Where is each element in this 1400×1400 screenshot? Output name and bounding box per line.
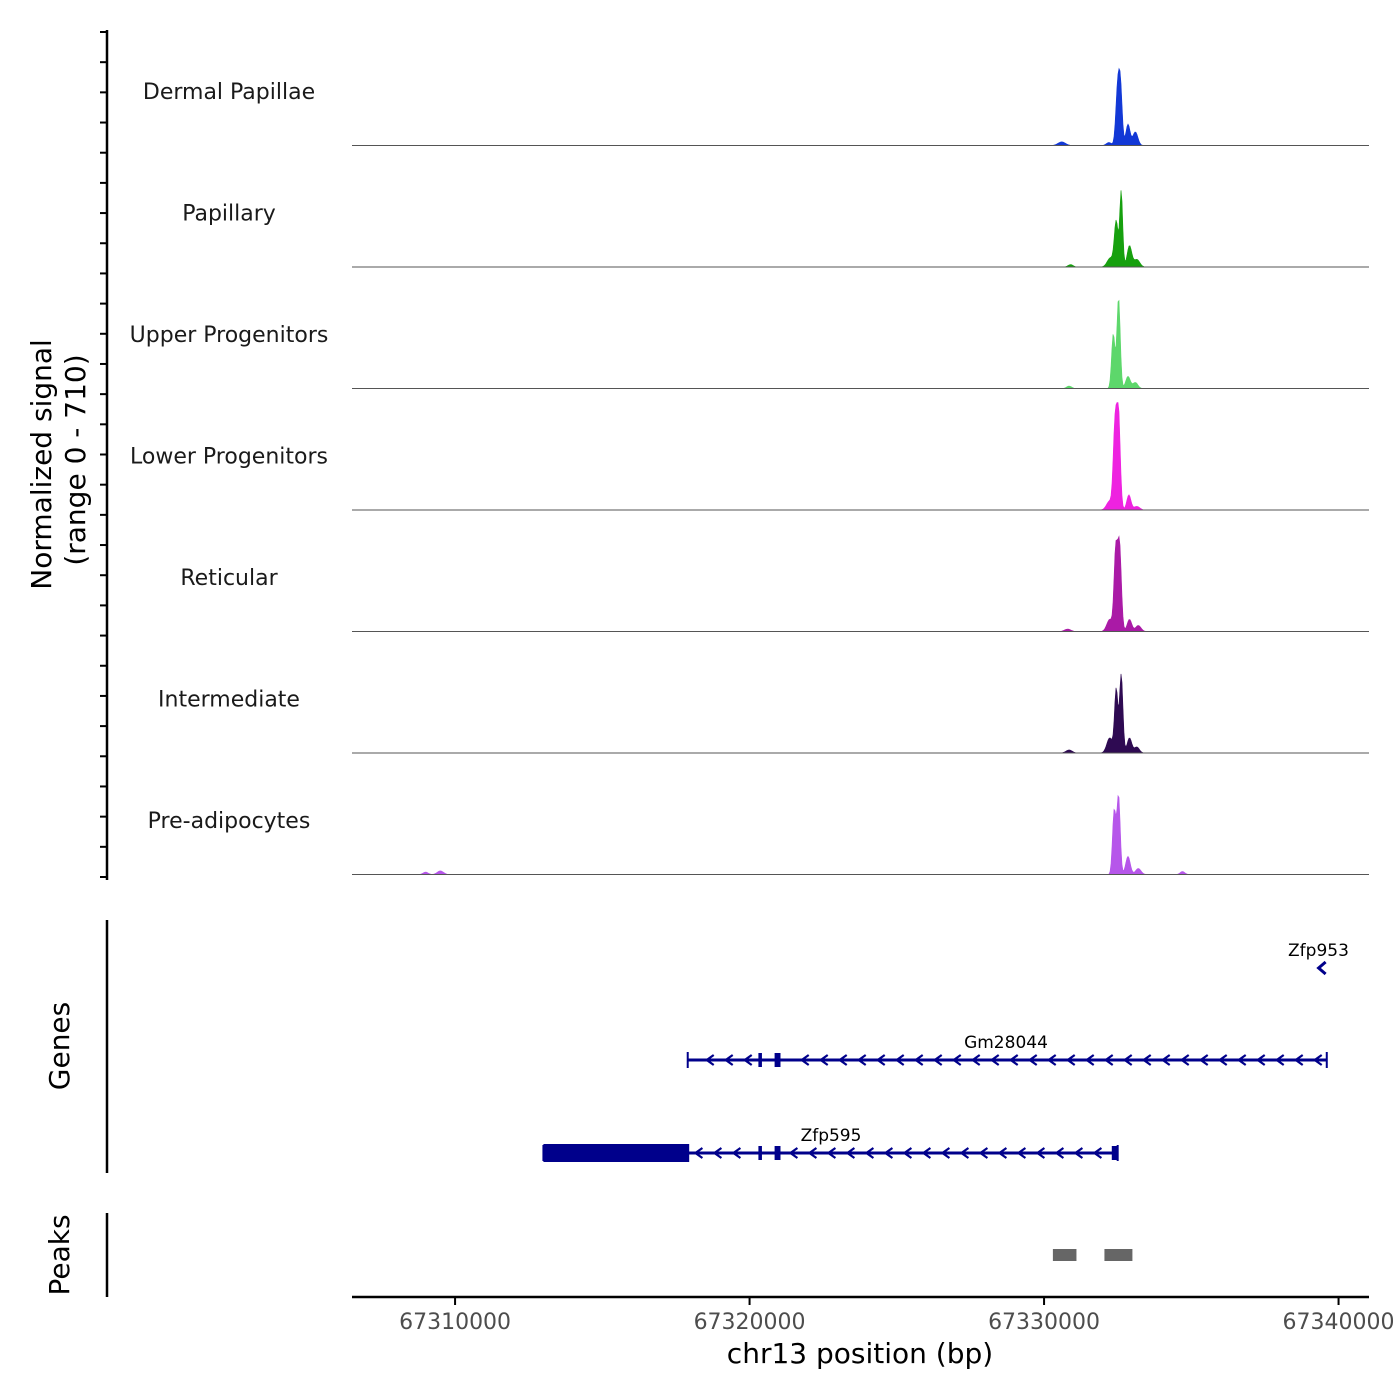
strand-chevron [1054,1147,1065,1159]
strand-chevron [704,1054,715,1066]
strand-chevron [989,1054,1000,1066]
strand-chevron [883,1147,894,1159]
strand-chevron [970,1054,981,1066]
y-axis-title-line-2: (range 0 - 710) [59,354,92,565]
strand-chevron [845,1147,856,1159]
strand-chevron [1084,1054,1095,1066]
strand-chevron [1141,1054,1152,1066]
gene-track: Zfp953 Gm28044 Zfp595 [542,941,1349,1162]
strand-chevron [1103,1054,1114,1066]
strand-chevron [837,1054,848,1066]
strand-chevron [1092,1147,1103,1159]
x-tick-label-1: 67320000 [694,1310,806,1335]
gene-exon [758,1053,762,1067]
strand-chevron [1274,1054,1285,1066]
strand-chevron [826,1147,837,1159]
strand-chevron [1198,1054,1209,1066]
strand-chevron [1035,1147,1046,1159]
strand-chevron [1179,1054,1190,1066]
signal-area-3 [352,402,1368,511]
strand-chevron [902,1147,913,1159]
gene-label-gm28044: Gm28044 [964,1033,1048,1053]
gene-exon [758,1146,762,1160]
strand-chevron [1073,1147,1084,1159]
strand-chevron [1293,1054,1304,1066]
strand-chevron [1122,1054,1133,1066]
genes-axis-title: Genes [43,1002,76,1090]
signal-area-4 [352,535,1368,632]
strand-chevron [1027,1054,1038,1066]
track-label-3: Lower Progenitors [130,445,328,470]
strand-chevron [1160,1054,1171,1066]
track-label-4: Reticular [180,566,278,591]
gene-label-zfp953: Zfp953 [1288,941,1349,961]
gene-exon [543,1144,690,1162]
strand-chevron [959,1147,970,1159]
gene-exon [774,1146,781,1160]
x-tick-label-2: 67330000 [988,1310,1100,1335]
strand-chevron [1316,960,1327,976]
coverage-tracks: Dermal Papillae Papillary Upper Progenitor… [130,67,1369,875]
peak-track [1052,1249,1133,1261]
y-axis-title-line-1: Normalized signal [25,339,58,590]
track-label-0: Dermal Papillae [143,80,315,105]
x-axis-title: chr13 position (bp) [727,1337,993,1370]
strand-chevron [856,1054,867,1066]
track-label-2: Upper Progenitors [130,323,329,348]
gene-zfp595: Zfp595 [542,1126,1119,1162]
called-peak-0 [1052,1249,1077,1261]
strand-chevron [731,1147,742,1159]
strand-chevron [997,1147,1008,1159]
strand-chevron [1065,1054,1076,1066]
gene-zfp953: Zfp953 [1288,941,1349,976]
y-axis-title: Normalized signal (range 0 - 710) [25,330,92,589]
strand-chevron [875,1054,886,1066]
strand-chevron [807,1147,818,1159]
strand-chevron [1255,1054,1266,1066]
strand-chevron [818,1054,829,1066]
called-peak-1 [1104,1249,1133,1261]
gene-exon [774,1053,781,1067]
peaks-axis-title: Peaks [43,1214,76,1295]
track-label-6: Pre-adipocytes [148,809,311,834]
strand-chevron [940,1147,951,1159]
strand-chevron [913,1054,924,1066]
strand-chevron [864,1147,875,1159]
x-tick-label-0: 67310000 [399,1310,511,1335]
strand-chevron [1008,1054,1019,1066]
signal-area-1 [352,190,1368,268]
signal-area-0 [352,67,1368,146]
track-label-5: Intermediate [158,688,300,713]
strand-chevron [951,1054,962,1066]
strand-chevron [1217,1054,1228,1066]
strand-chevron [932,1054,943,1066]
strand-chevron [921,1147,932,1159]
track-label-1: Papillary [182,202,276,227]
gene-exon [1111,1146,1118,1160]
strand-chevron [693,1147,704,1159]
gene-gm28044: Gm28044 [686,1033,1328,1068]
gene-label-zfp595: Zfp595 [801,1126,862,1146]
x-tick-label-3: 67340000 [1283,1310,1395,1335]
strand-chevron [1046,1054,1057,1066]
strand-chevron [712,1147,723,1159]
strand-chevron [1312,1054,1323,1066]
strand-chevron [788,1147,799,1159]
strand-chevron [1016,1147,1027,1159]
strand-chevron [742,1054,753,1066]
strand-chevron [978,1147,989,1159]
signal-area-6 [352,794,1368,875]
signal-area-5 [352,673,1368,754]
strand-chevron [723,1054,734,1066]
strand-chevron [1236,1054,1247,1066]
strand-chevron [894,1054,905,1066]
signal-area-2 [352,299,1368,389]
axes: 67310000 67320000 67330000 67340000 [100,30,1395,1335]
strand-chevron [799,1054,810,1066]
